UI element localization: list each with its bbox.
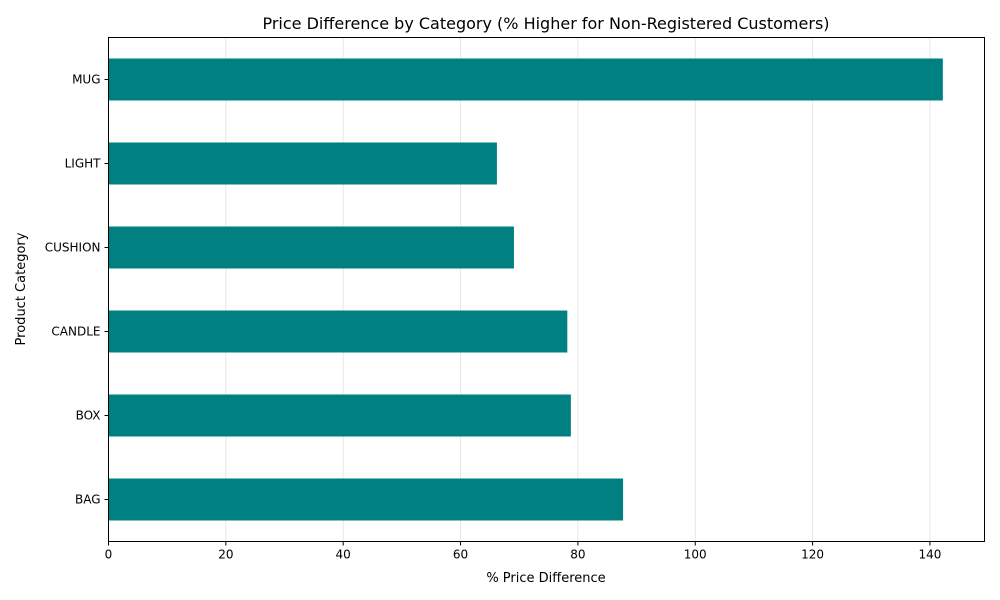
x-tick-label: 140 (918, 548, 941, 562)
y-axis-ticks: BAG BOX CANDLE CUSHION LIGHT MUG (45, 73, 109, 507)
y-axis-title: Product Category (14, 232, 29, 345)
x-axis-title: % Price Difference (486, 571, 605, 586)
bars-group (108, 58, 943, 521)
y-tick-label: LIGHT (65, 157, 102, 171)
bar-light (108, 142, 497, 185)
bar-cushion (108, 226, 514, 269)
x-tick-label: 0 (105, 548, 113, 562)
x-tick-label: 80 (570, 548, 585, 562)
x-tick-label: 100 (684, 548, 707, 562)
bar-candle (108, 310, 568, 353)
x-tick-label: 20 (218, 548, 233, 562)
y-tick-label: MUG (72, 73, 100, 87)
y-tick-label: CANDLE (51, 325, 100, 339)
x-tick-label: 40 (336, 548, 351, 562)
bar-box (108, 394, 571, 437)
y-tick-label: BAG (75, 493, 101, 507)
bar-mug (108, 58, 943, 101)
y-tick-label: CUSHION (45, 241, 101, 255)
bar-bag (108, 478, 624, 521)
y-tick-label: BOX (76, 409, 101, 423)
x-axis-ticks: 0 20 40 60 80 100 120 140 (105, 541, 941, 562)
x-tick-label: 60 (453, 548, 468, 562)
x-tick-label: 120 (801, 548, 824, 562)
chart-title: Price Difference by Category (% Higher f… (262, 14, 829, 33)
grid-lines (225, 37, 931, 542)
plot-frame (108, 37, 985, 542)
